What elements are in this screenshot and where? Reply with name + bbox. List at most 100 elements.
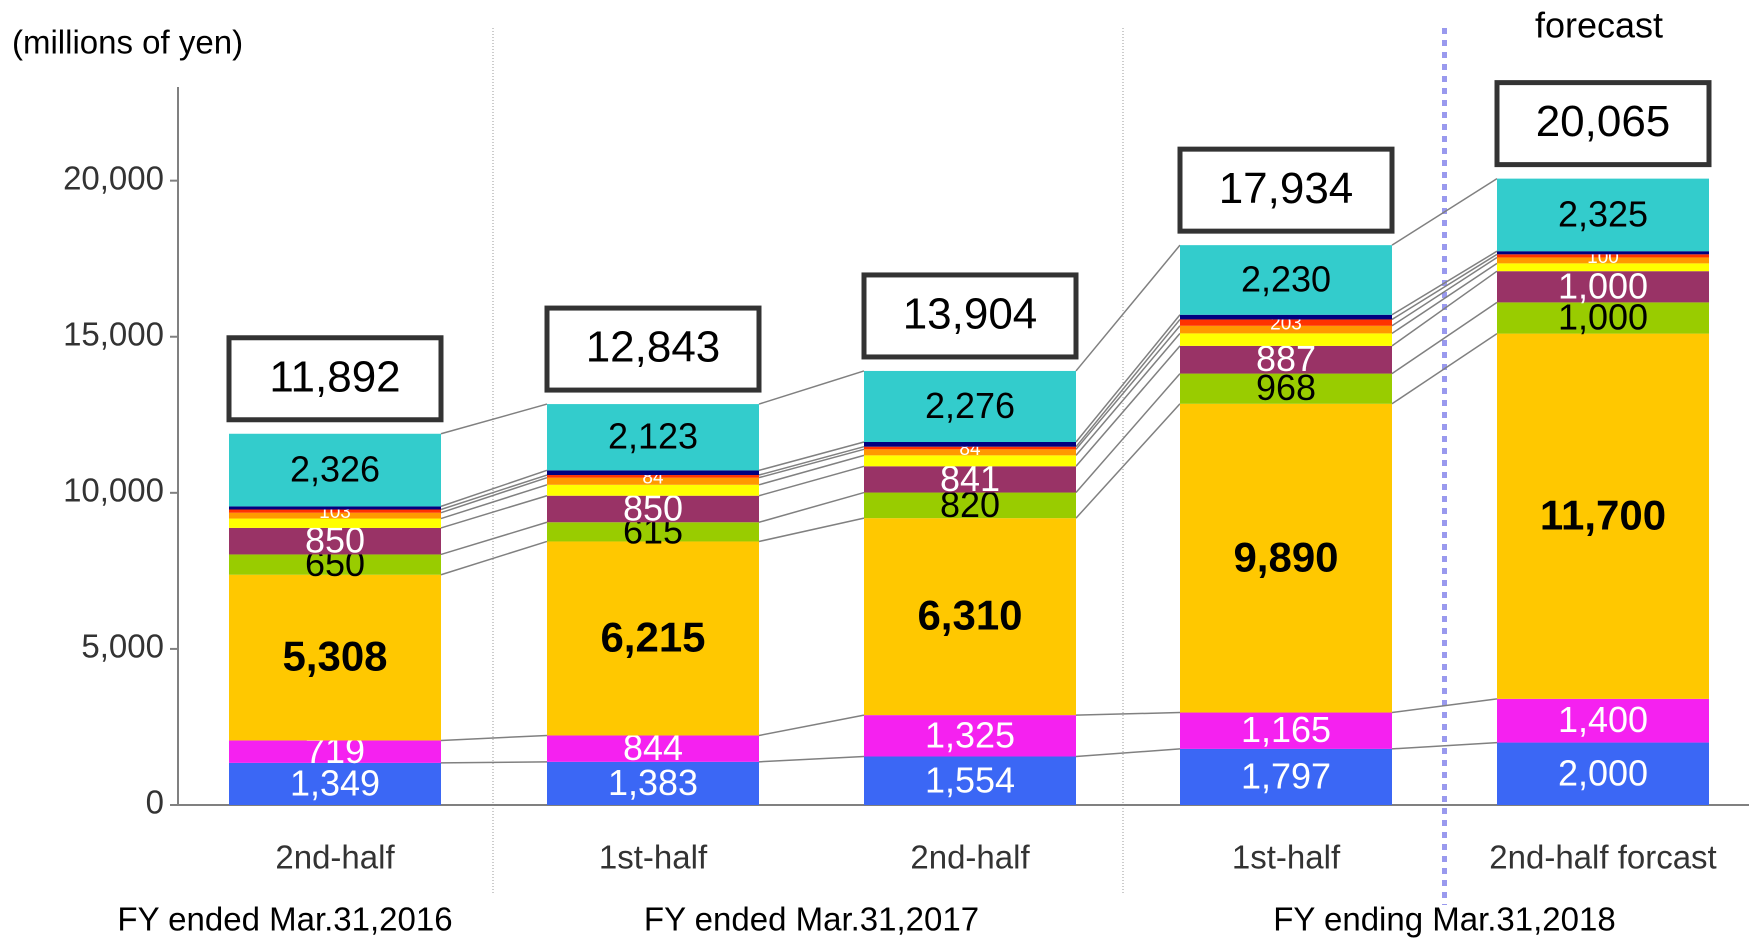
total-box: [226, 335, 444, 423]
total-label: 20,065: [1536, 97, 1671, 146]
bar-segment: [547, 541, 759, 736]
data-label: 1,349: [290, 762, 380, 803]
bar-segment: [1180, 333, 1392, 346]
y-tick-label: 20,000: [63, 159, 164, 196]
x-tick-label: 2nd-half: [275, 839, 395, 876]
connector: [1391, 256, 1498, 327]
x-tick-label: 1st-half: [599, 839, 708, 876]
bar-segment: [229, 554, 441, 575]
data-label: 2,230: [1241, 258, 1331, 299]
bar-segment: [1180, 373, 1392, 404]
bar-segment: [1497, 698, 1709, 743]
connector: [1075, 748, 1181, 758]
bar-segment: [547, 761, 759, 805]
bar-segment: [1180, 403, 1392, 713]
data-label: 1,383: [608, 762, 698, 803]
group-label: FY ending Mar.31,2018: [1273, 901, 1615, 938]
bar-segment: [864, 449, 1076, 456]
bar-segment: [229, 574, 441, 741]
bar-segment: [1497, 742, 1709, 805]
connector: [758, 491, 865, 523]
connector: [758, 755, 865, 763]
bar-segment: [1497, 251, 1709, 255]
connector: [1391, 253, 1498, 321]
bar-segment: [547, 470, 759, 476]
connector: [440, 476, 548, 514]
data-label: 6,310: [917, 592, 1022, 639]
connector: [440, 484, 548, 520]
bar-segment: [864, 370, 1076, 443]
connector: [1391, 332, 1498, 405]
forecast-annotation: forecast: [1535, 5, 1663, 46]
connector: [758, 441, 865, 472]
bar-segment: [547, 484, 759, 496]
connector: [1391, 250, 1498, 316]
data-label: 968: [1256, 367, 1316, 408]
connector: [1075, 711, 1181, 716]
bar-segment: [1180, 345, 1392, 374]
data-label: 2,326: [290, 449, 380, 490]
bar-segment: [229, 506, 441, 510]
total-box: [1494, 80, 1712, 168]
data-label: 1,000: [1558, 297, 1648, 338]
connector: [440, 521, 548, 556]
connector: [1075, 325, 1181, 450]
data-label: 2,325: [1558, 193, 1648, 234]
group-label: FY ended Mar.31,2017: [644, 901, 979, 938]
y-tick-label: 15,000: [63, 315, 164, 352]
connector: [1391, 698, 1498, 714]
bar-segment: [1497, 302, 1709, 334]
bar-segment: [229, 512, 441, 519]
connector: [1391, 270, 1498, 347]
bar-segment: [864, 756, 1076, 805]
total-box: [1177, 146, 1395, 234]
data-label: 9,890: [1233, 533, 1338, 580]
total-box: [861, 272, 1079, 360]
bar-segment: [864, 455, 1076, 467]
x-tick-label: 2nd-half forcast: [1489, 839, 1716, 876]
bar-segment: [229, 740, 441, 763]
y-tick-label: 0: [146, 784, 164, 821]
data-label: 2,123: [608, 416, 698, 457]
data-label: 2,276: [925, 385, 1015, 426]
x-tick-label: 1st-half: [1232, 839, 1341, 876]
connector: [758, 454, 865, 486]
connector: [1075, 373, 1181, 494]
total-box: [544, 305, 762, 393]
bar-segment: [1497, 257, 1709, 264]
connector: [440, 469, 548, 508]
x-tick-label: 2nd-half: [910, 839, 1030, 876]
bar-segment: [229, 762, 441, 805]
bar-segment: [229, 518, 441, 528]
group-label: FY ended Mar.31,2016: [117, 901, 452, 938]
bar-segment: [864, 446, 1076, 450]
bar-segment: [1497, 178, 1709, 252]
total-label: 17,934: [1219, 164, 1354, 213]
bar-segment: [1497, 254, 1709, 258]
bar-segment: [864, 442, 1076, 447]
data-label: 1,400: [1558, 699, 1648, 740]
data-label: 1,554: [925, 759, 1015, 800]
bar-segment: [1180, 325, 1392, 334]
connector: [1075, 403, 1181, 519]
connector: [758, 445, 865, 476]
bar-segment: [864, 466, 1076, 493]
bar-segment: [864, 518, 1076, 716]
data-label: 1,797: [1241, 755, 1331, 796]
connector: [758, 448, 865, 479]
data-label: 6,215: [600, 614, 705, 661]
bar-segment: [1497, 333, 1709, 699]
bar-segment: [547, 522, 759, 542]
total-label: 13,904: [903, 290, 1038, 339]
y-tick-label: 10,000: [63, 472, 164, 509]
bar-segment: [229, 509, 441, 513]
bar-segment: [1180, 319, 1392, 326]
bar-segment: [547, 404, 759, 471]
data-label: 1,000: [1558, 265, 1648, 306]
data-label: 5,308: [282, 633, 387, 680]
data-label: 2,000: [1558, 752, 1648, 793]
connector: [1075, 345, 1181, 467]
connector: [440, 734, 548, 742]
connector: [1391, 741, 1498, 750]
